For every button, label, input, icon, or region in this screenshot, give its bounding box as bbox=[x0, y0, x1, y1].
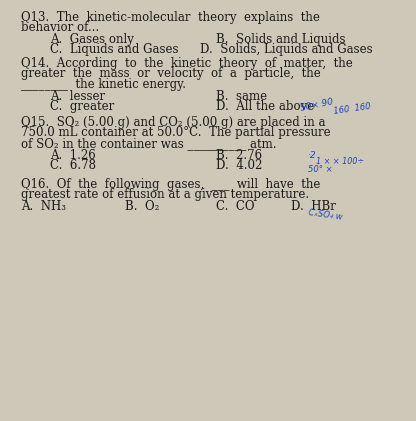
Text: D.  Solids, Liquids and Gases: D. Solids, Liquids and Gases bbox=[200, 43, 372, 56]
Text: D.  HBr: D. HBr bbox=[291, 200, 336, 213]
Text: 160  160: 160 160 bbox=[333, 102, 371, 116]
Text: greater  the  mass  or  velocity  of  a  particle,  the: greater the mass or velocity of a partic… bbox=[21, 67, 321, 80]
Text: 750.0 mL container at 50.0°C.  The partial pressure: 750.0 mL container at 50.0°C. The partia… bbox=[21, 126, 330, 139]
Text: Q13.  The  kinetic-molecular  theory  explains  the: Q13. The kinetic-molecular theory explai… bbox=[21, 11, 319, 24]
Text: A.  Gases only: A. Gases only bbox=[50, 33, 134, 46]
Text: Q16.  Of  the  following  gases,  ___  will  have  the: Q16. Of the following gases, ___ will ha… bbox=[21, 178, 320, 191]
Text: B.  same: B. same bbox=[216, 90, 267, 103]
Text: C.  6.78: C. 6.78 bbox=[50, 159, 96, 172]
Text: 50× 90: 50× 90 bbox=[300, 97, 334, 112]
Text: A.  1.26: A. 1.26 bbox=[50, 149, 96, 162]
Text: greatest rate of effusion at a given temperature.: greatest rate of effusion at a given tem… bbox=[21, 188, 309, 201]
Text: D.  4.02: D. 4.02 bbox=[216, 159, 262, 172]
Text: 50° ×: 50° × bbox=[308, 165, 332, 174]
Text: Q15.  SO₂ (5.00 g) and CO₂ (5.00 g) are placed in a: Q15. SO₂ (5.00 g) and CO₂ (5.00 g) are p… bbox=[21, 116, 325, 129]
Text: A.  lesser: A. lesser bbox=[50, 90, 105, 103]
Text: C.  Liquids and Gases: C. Liquids and Gases bbox=[50, 43, 178, 56]
Text: of SO₂ in the container was __________ atm.: of SO₂ in the container was __________ a… bbox=[21, 137, 276, 150]
Text: B.  O₂: B. O₂ bbox=[125, 200, 159, 213]
Text: B.  2.76: B. 2.76 bbox=[216, 149, 262, 162]
Text: C.  greater: C. greater bbox=[50, 100, 114, 113]
Text: D.  All the above: D. All the above bbox=[216, 100, 314, 113]
Text: ·2: ·2 bbox=[308, 151, 317, 160]
Text: ________  the kinetic energy.: ________ the kinetic energy. bbox=[21, 78, 186, 91]
Text: 1 × × 100÷: 1 × × 100÷ bbox=[316, 157, 364, 166]
Text: Q14.  According  to  the  kinetic  theory  of  matter,  the: Q14. According to the kinetic theory of … bbox=[21, 57, 352, 70]
Text: B.  Solids and Liquids: B. Solids and Liquids bbox=[216, 33, 346, 46]
Text: CₓSO₄ w: CₓSO₄ w bbox=[308, 208, 343, 222]
Text: C.  CO: C. CO bbox=[216, 200, 255, 213]
Text: A.  NH₃: A. NH₃ bbox=[21, 200, 66, 213]
Text: behavior of...: behavior of... bbox=[21, 21, 99, 34]
